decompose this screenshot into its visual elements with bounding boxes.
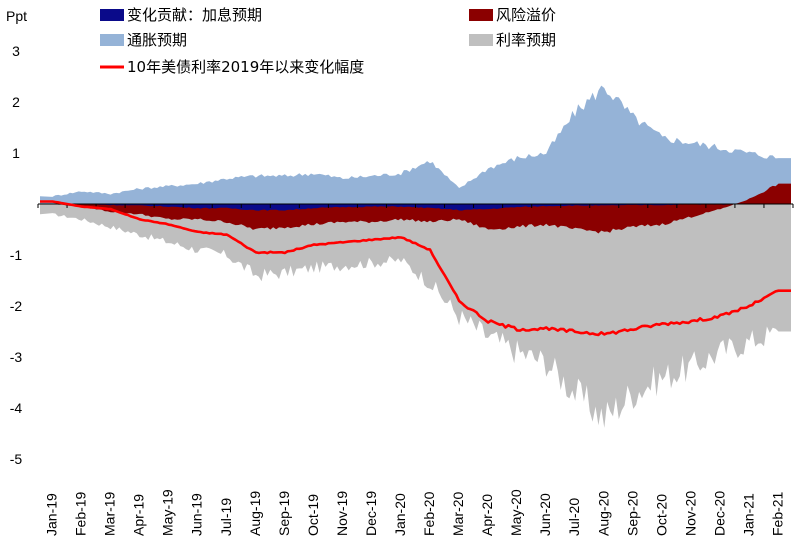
y-tick-label: -4: [10, 400, 23, 416]
area-2: [40, 183, 791, 234]
legend-label-3: 利率预期: [496, 31, 556, 49]
x-tick-label: Aug-20: [595, 491, 611, 536]
x-tick-label: Oct-19: [305, 494, 321, 536]
legend-label-4: 10年美债利率2019年以来变化幅度: [127, 58, 364, 76]
x-tick-label: Jun-20: [537, 493, 553, 536]
x-tick-label: Jan-19: [44, 493, 60, 536]
area-series-group: [40, 85, 791, 428]
legend-label-2: 通胀预期: [127, 31, 187, 49]
legend-swatch-2: [100, 34, 124, 46]
legend-label-1: 风险溢价: [496, 6, 556, 24]
y-tick-label: -1: [10, 247, 23, 263]
x-tick-label: Jan-21: [740, 493, 756, 536]
x-tick-label: Jul-20: [566, 498, 582, 536]
x-tick-label: Aug-19: [247, 491, 263, 536]
x-tick-label: Nov-20: [682, 491, 698, 536]
x-tick-label: Apr-20: [479, 494, 495, 536]
y-tick-label: 3: [12, 43, 20, 59]
x-tick-label: Mar-19: [102, 491, 118, 536]
y-tick-label: 1: [12, 145, 20, 161]
x-tick-label: Dec-20: [711, 491, 727, 536]
y-tick-label: -2: [10, 298, 23, 314]
x-tick-label: Jun-19: [189, 493, 205, 536]
area-3: [40, 203, 791, 211]
area-1: [40, 85, 791, 204]
x-tick-label: Mar-20: [450, 491, 466, 536]
y-tick-label: -3: [10, 349, 23, 365]
y-tick-label: -5: [10, 451, 23, 467]
x-tick-label: Jul-19: [218, 498, 234, 536]
x-tick-label: Oct-20: [653, 494, 669, 536]
x-tick-label: Nov-19: [334, 491, 350, 536]
x-tick-label: Feb-19: [73, 491, 89, 536]
x-tick-label: Sep-19: [276, 491, 292, 536]
legend-swatch-1: [469, 9, 493, 21]
x-tick-label: Feb-20: [421, 491, 437, 536]
y-axis-ticks: 3 2 1 -1 -2 -3 -4 -5: [10, 43, 23, 467]
y-tick-label: 2: [12, 94, 20, 110]
x-tick-label: Jan-20: [392, 493, 408, 536]
x-tick-label: Apr-19: [131, 494, 147, 536]
x-tick-label: Dec-19: [363, 491, 379, 536]
x-tick-label: Sep-20: [624, 491, 640, 536]
legend-label-0: 变化贡献：加息预期: [127, 6, 262, 24]
x-tick-label: May-19: [160, 489, 176, 536]
y-axis-unit-label: Ppt: [6, 8, 27, 24]
area-0: [40, 204, 791, 428]
yield-change-line: [40, 200, 791, 337]
legend-swatch-3: [469, 34, 493, 46]
x-axis-ticks: Jan-19 Feb-19 Mar-19 Apr-19 May-19 Jun-19 Jul-…: [44, 489, 786, 536]
yield-line-group: [40, 200, 791, 337]
x-tick-label: Feb-21: [769, 491, 785, 536]
legend-swatch-0: [100, 9, 124, 21]
x-tick-label: May-20: [508, 489, 524, 536]
